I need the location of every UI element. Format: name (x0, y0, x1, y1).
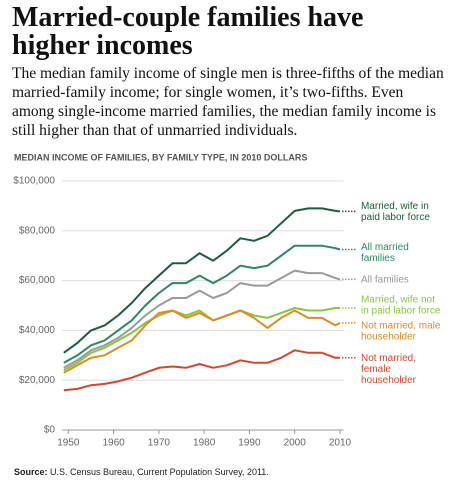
y-tick-label: $20,000 (19, 375, 56, 386)
legend-label: Not married, female householder (361, 352, 417, 385)
legend-label: All families (361, 274, 409, 285)
series-line (63, 269, 341, 369)
series-line (63, 309, 341, 374)
series-line (63, 349, 340, 392)
y-tick-label: $40,000 (19, 325, 56, 336)
legend-label: All married families (361, 242, 409, 264)
title: Married-couple families have higher inco… (12, 2, 364, 61)
source: Source: U.S. Census Bureau, Current Popu… (14, 467, 269, 477)
subtitle: The median family income of single men i… (12, 65, 444, 139)
y-tick-label: $0 (44, 425, 56, 436)
x-tick-label: 2000 (284, 438, 307, 449)
x-tick-label: 1990 (238, 438, 261, 449)
y-tick-label: $60,000 (19, 275, 56, 286)
source-label: Source: (14, 467, 48, 477)
x-tick-label: 1950 (57, 438, 80, 449)
legend-label: Married, wife in paid labor force (361, 201, 430, 223)
y-tick-label: $100,000 (13, 176, 55, 187)
source-text: U.S. Census Bureau, Current Population S… (50, 467, 269, 477)
legend-label: Married, wife not in paid labor force (361, 294, 441, 316)
series-line (63, 244, 341, 364)
series-line (63, 207, 341, 354)
x-tick-label: 1970 (148, 438, 171, 449)
series-line (63, 307, 340, 372)
axis-title: MEDIAN INCOME OF FAMILIES, BY FAMILY TYP… (14, 152, 307, 162)
x-tick-label: 1960 (102, 438, 125, 449)
legend-label: Not married, male householder (361, 320, 441, 342)
x-tick-label: 2010 (329, 438, 352, 449)
y-tick-label: $80,000 (19, 225, 56, 236)
x-tick-label: 1980 (193, 438, 216, 449)
